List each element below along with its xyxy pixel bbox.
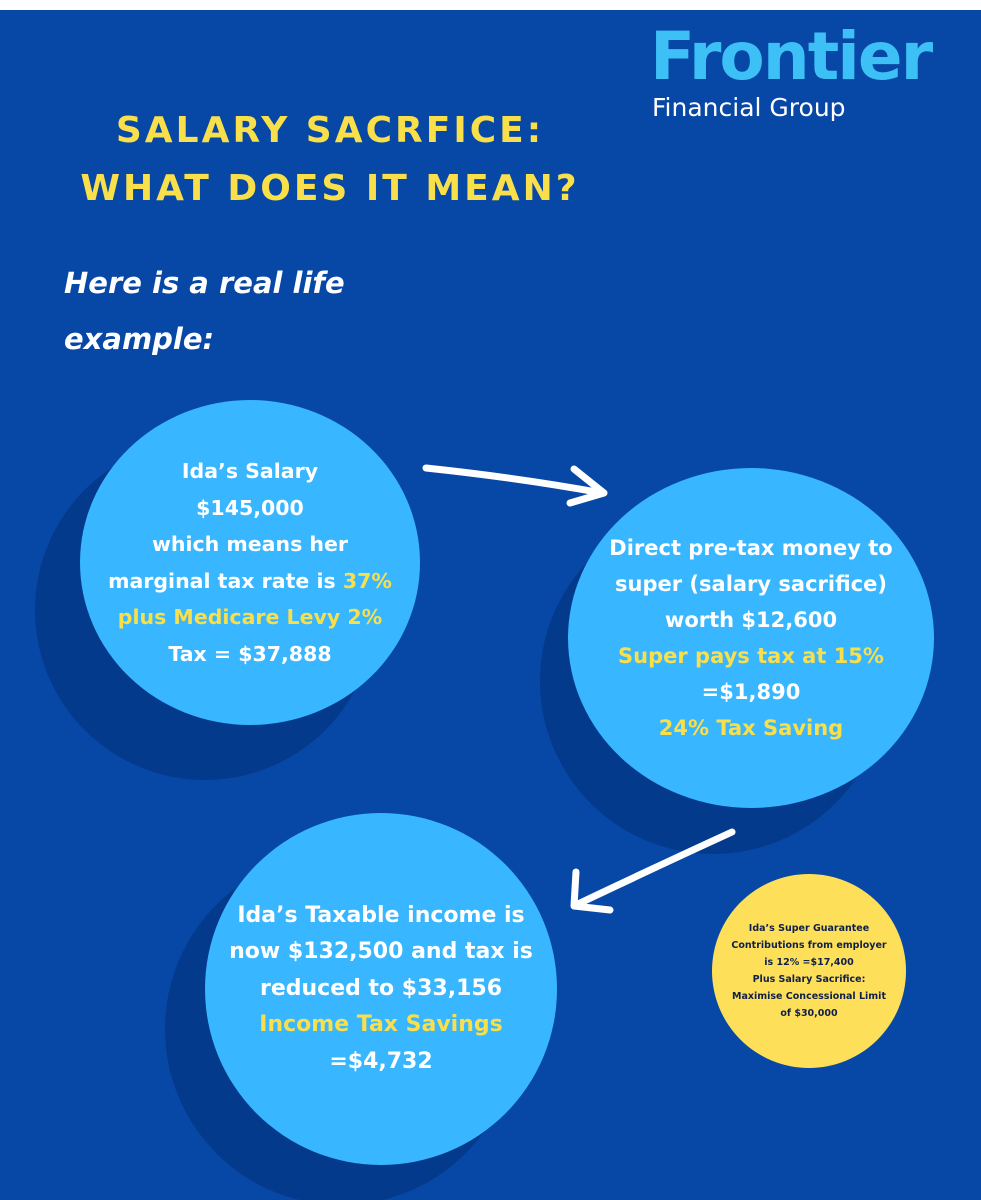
salary-circle: Ida’s Salary $145,000 which means her ma… — [80, 400, 420, 725]
guarantee-line-1: Ida’s Super Guarantee — [748, 923, 870, 934]
taxable-line-3: reduced to $33,156 — [259, 975, 503, 1001]
guarantee-line-2: Contributions from employer — [731, 940, 887, 951]
marginal-rate-value: 37% — [342, 568, 392, 593]
taxable-line-1: Ida’s Taxable income is — [237, 902, 525, 928]
taxable-line-2: now $132,500 and tax is — [229, 939, 533, 965]
page-title: SALARY SACRFICE: WHAT DOES IT MEAN? — [40, 102, 620, 218]
super-tax-rate: Super pays tax at 15% — [618, 644, 884, 668]
salary-tax: Tax = $37,888 — [168, 641, 332, 666]
super-amount: worth $12,600 — [664, 608, 838, 632]
marginal-rate-text: marginal tax rate is — [108, 568, 343, 593]
infographic: Frontier Financial Group SALARY SACRFICE… — [0, 10, 981, 1200]
guarantee-line-6: of $30,000 — [780, 1008, 838, 1019]
brand-name: Frontier — [650, 18, 933, 95]
super-line-2: super (salary sacrifice) — [615, 572, 887, 596]
arrow-right-icon — [422, 464, 608, 507]
intro-line-2: example: — [64, 322, 215, 356]
super-circle: Direct pre-tax money to super (salary sa… — [568, 468, 934, 808]
brand-subtitle: Financial Group — [652, 93, 846, 122]
guarantee-line-4: Plus Salary Sacrifice: — [752, 974, 866, 985]
title-line-1: SALARY SACRFICE: — [115, 110, 545, 151]
income-tax-savings-amount: =$4,732 — [329, 1048, 433, 1074]
arrow-down-left-icon — [570, 828, 736, 914]
title-line-2: WHAT DOES IT MEAN? — [80, 168, 580, 209]
taxable-income-circle: Ida’s Taxable income is now $132,500 and… — [205, 813, 557, 1165]
super-guarantee-note: Ida’s Super Guarantee Contributions from… — [712, 874, 906, 1068]
intro-text: Here is a real life example: — [64, 255, 404, 367]
medicare-levy: plus Medicare Levy 2% — [117, 605, 383, 629]
salary-label: Ida’s Salary — [181, 459, 319, 483]
super-tax-amount: =$1,890 — [701, 680, 801, 704]
guarantee-line-3: is 12% =$17,400 — [764, 957, 854, 968]
frontier-logo: Frontier Financial Group — [650, 18, 933, 122]
super-line-1: Direct pre-tax money to — [609, 536, 893, 560]
intro-line-1: Here is a real life — [64, 266, 345, 300]
salary-line-4: marginal tax rate is 37% — [108, 563, 392, 600]
guarantee-line-5: Maximise Concessional Limit — [732, 991, 886, 1002]
salary-amount: $145,000 — [196, 495, 304, 520]
salary-line-3: which means her — [151, 532, 349, 556]
income-tax-savings-label: Income Tax Savings — [259, 1012, 503, 1038]
super-tax-saving: 24% Tax Saving — [658, 716, 844, 740]
